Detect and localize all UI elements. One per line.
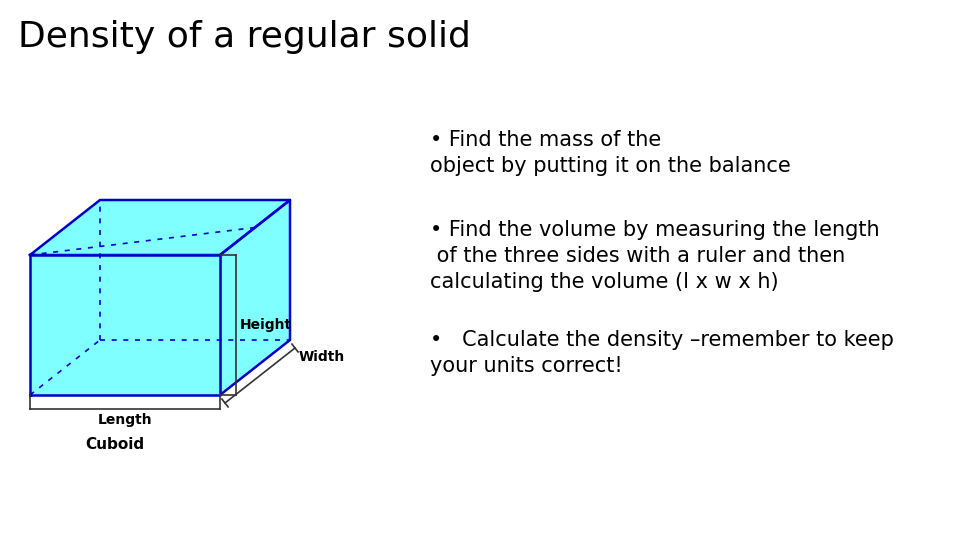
Text: your units correct!: your units correct! <box>430 356 623 376</box>
Text: •   Calculate the density –remember to keep: • Calculate the density –remember to kee… <box>430 330 894 350</box>
Text: Density of a regular solid: Density of a regular solid <box>18 20 470 54</box>
Text: Width: Width <box>299 350 346 364</box>
Text: • Find the mass of the: • Find the mass of the <box>430 130 661 150</box>
Polygon shape <box>220 200 290 395</box>
Text: calculating the volume (l x w x h): calculating the volume (l x w x h) <box>430 272 779 292</box>
Text: • Find the volume by measuring the length: • Find the volume by measuring the lengt… <box>430 220 879 240</box>
Text: Height: Height <box>240 318 292 332</box>
Text: object by putting it on the balance: object by putting it on the balance <box>430 156 791 176</box>
Text: Length: Length <box>98 413 153 427</box>
Polygon shape <box>30 255 220 395</box>
Text: of the three sides with a ruler and then: of the three sides with a ruler and then <box>430 246 845 266</box>
Text: Cuboid: Cuboid <box>85 437 145 452</box>
Polygon shape <box>30 200 290 255</box>
